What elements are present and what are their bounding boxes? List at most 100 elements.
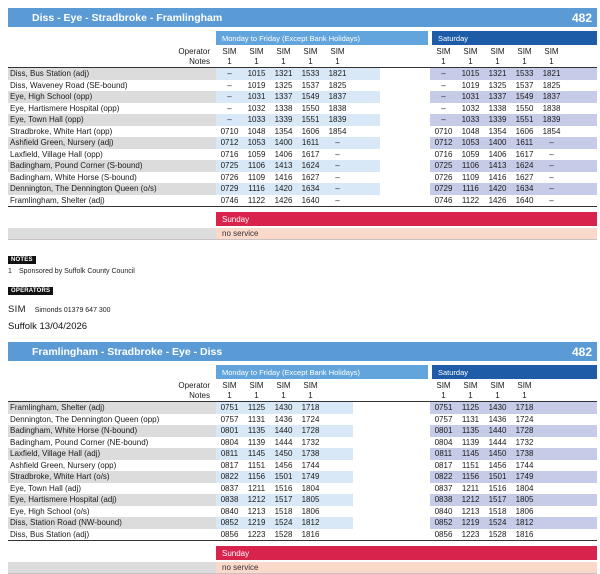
time-cell: – (441, 92, 446, 101)
time-cell: 1450 (274, 449, 293, 458)
time-cell: 1533 (515, 69, 534, 78)
stop-name: Dennington, The Dennington Queen (opp) (10, 414, 160, 424)
time-cell: 1550 (301, 103, 320, 113)
time-cell: 1211 (247, 483, 266, 493)
time-cell: 1805 (515, 495, 534, 504)
time-cell: – (335, 195, 340, 205)
time-cell: 1524 (488, 518, 507, 527)
time-cell: 1338 (488, 103, 507, 113)
time-cell: 1501 (488, 472, 507, 481)
stop-name: Diss, Bus Station (adj) (8, 68, 216, 80)
stop-row: Ashfield Green, Nursery (opp) 0817 1151 145… (8, 460, 597, 472)
operator-cell: SIM (517, 381, 532, 390)
weekday-highlight: 0712 1053 1400 1611 – (216, 137, 380, 149)
time-cell: 1634 (515, 184, 534, 193)
day-band-row: Monday to Friday (Except Bank Holidays) … (8, 31, 597, 45)
stop-name: Laxfield, Village Hall (opp) (10, 149, 103, 159)
stop-column-spacer (8, 365, 216, 379)
time-cell: 0804 (434, 437, 453, 447)
time-cell: 1724 (301, 414, 320, 424)
time-cell: 1059 (247, 149, 266, 159)
time-cell: 0840 (220, 506, 239, 516)
saturday-times: 0712 1053 1400 1611 – (430, 137, 597, 149)
weekday-times: 0852 1219 1524 1812 (216, 517, 428, 529)
time-cell: 1517 (274, 495, 293, 504)
time-cell: 1212 (461, 495, 480, 504)
time-cell: 1611 (515, 138, 534, 147)
time-cell: 1551 (515, 115, 534, 124)
stop-row: Diss, Bus Station (adj) – 1015 1321 1533 1821… (8, 68, 597, 80)
note-cell: 1 (227, 391, 232, 400)
time-cell: 1528 (488, 529, 507, 539)
note-cell: 1 (308, 391, 313, 400)
notes-label: Notes (189, 391, 210, 400)
time-cell: 1416 (488, 172, 507, 182)
saturday-times: 0838 1212 1517 1805 (430, 494, 597, 506)
time-cell: 1212 (247, 495, 266, 504)
time-cell: 1724 (515, 414, 534, 424)
time-cell: 1400 (488, 138, 507, 147)
weekday-highlight: 0726 1109 1416 1627 – (216, 172, 380, 184)
time-cell: 1354 (274, 126, 293, 136)
note-cell: 1 (281, 57, 286, 66)
operator-cell: SIM (276, 47, 291, 56)
weekday-highlight: – 1033 1339 1551 1839 (216, 114, 380, 126)
time-cell: 0716 (220, 149, 239, 159)
weekday-highlight: 0837 1211 1516 1804 (216, 483, 353, 495)
weekday-band: Monday to Friday (Except Bank Holidays) (216, 365, 428, 379)
saturday-times: – 1019 1325 1537 1825 (430, 80, 597, 92)
sunday-band: Sunday (216, 212, 597, 226)
time-cell: 0746 (434, 195, 453, 205)
time-cell: 0712 (220, 138, 239, 147)
time-cell: 1131 (247, 414, 266, 424)
weekday-times: SIM SIM SIM SIM (216, 381, 428, 391)
operator-cell: SIM (330, 47, 345, 56)
time-cell: 1354 (488, 126, 507, 136)
time-cell: 1550 (515, 103, 534, 113)
operator-cell: SIM (490, 47, 505, 56)
time-cell: 1537 (301, 80, 320, 90)
route-header: Diss - Eye - Stradbroke - Framlingham 48… (8, 8, 597, 27)
operator-cell: SIM (249, 47, 264, 56)
time-cell: 1718 (515, 403, 534, 412)
weekday-times: 0801 1135 1440 1728 (216, 425, 428, 437)
time-cell: 1430 (274, 403, 293, 412)
time-cell: 1219 (461, 518, 480, 527)
time-cell: 1627 (515, 172, 534, 182)
stop-name: Stradbroke, White Hart (o/s) (8, 471, 216, 483)
time-cell: 0852 (220, 518, 239, 527)
stop-column-spacer (8, 212, 216, 226)
operator-cell: SIM (222, 381, 237, 390)
weekday-highlight: – 1031 1337 1549 1837 (216, 91, 380, 103)
time-cell: 1325 (488, 80, 507, 90)
time-cell: 1501 (274, 472, 293, 481)
time-cell: 1321 (274, 69, 293, 78)
stop-row: Eye, Town Hall (opp) – 1033 1339 1551 1839 – 10… (8, 114, 597, 126)
time-cell: 1337 (488, 92, 507, 101)
route-number-badge: 482 (571, 344, 592, 359)
weekday-highlight: 0804 1139 1444 1732 (216, 437, 353, 449)
saturday-times: 0746 1122 1426 1640 – (430, 195, 597, 207)
time-cell: 1156 (461, 472, 480, 481)
operator-row: Operator SIM SIM SIM SIM SIM SIM SIM SIM SIM SIM (8, 47, 597, 57)
time-cell: 1456 (274, 460, 293, 470)
weekday-times: 1 1 1 1 1 (216, 57, 428, 67)
weekday-highlight: 1 1 1 1 1 (216, 57, 380, 67)
stop-name: Diss, Waveney Road (SE-bound) (10, 80, 128, 90)
route-number-badge: 482 (571, 10, 592, 25)
time-cell: 0852 (434, 518, 453, 527)
time-cell: 1816 (301, 529, 320, 539)
saturday-times: 0837 1211 1516 1804 (430, 483, 597, 495)
saturday-times: 0840 1213 1518 1806 (430, 506, 597, 518)
time-cell: 0757 (434, 414, 453, 424)
time-cell: 1805 (301, 495, 320, 504)
time-cell: 1135 (247, 426, 266, 435)
saturday-band: Saturday (432, 365, 597, 379)
note-cell: 1 (522, 57, 527, 66)
stop-row: Dennington, The Dennington Queen (opp) 07… (8, 414, 597, 426)
weekday-band: Monday to Friday (Except Bank Holidays) (216, 31, 428, 45)
saturday-times: 0729 1116 1420 1634 – (430, 183, 597, 195)
time-cell: 0729 (434, 184, 453, 193)
stop-name: Eye, Hartismere Hospital (adj) (8, 494, 216, 506)
time-cell: 1145 (461, 449, 480, 458)
